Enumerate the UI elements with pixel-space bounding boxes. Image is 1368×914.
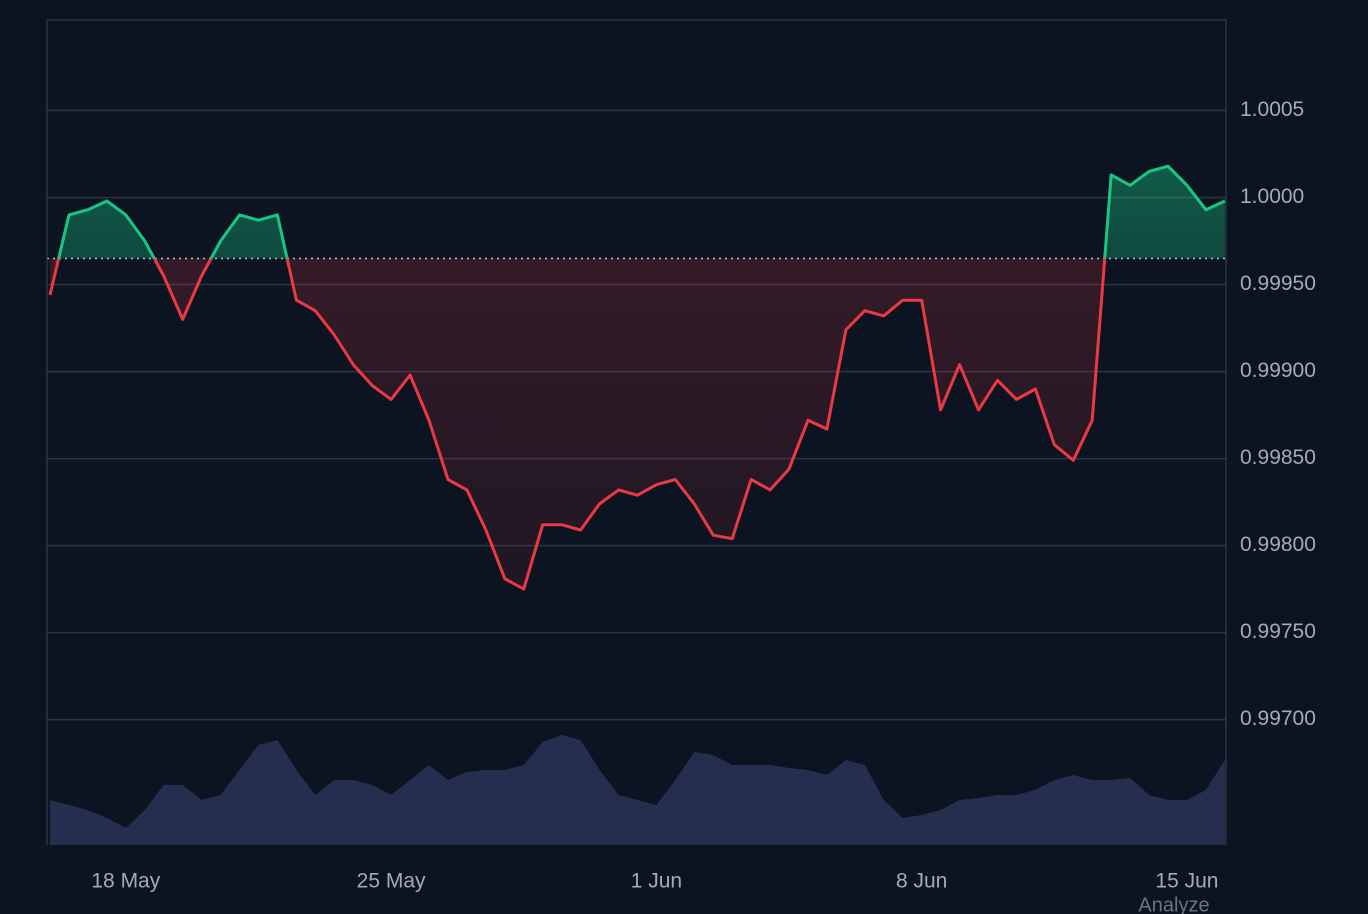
y-tick-label: 0.99700 xyxy=(1240,707,1316,730)
x-tick-label: 25 May xyxy=(357,870,426,893)
y-tick-label: 0.99950 xyxy=(1240,272,1316,295)
x-tick-label: 1 Jun xyxy=(631,870,682,893)
y-tick-label: 0.99850 xyxy=(1240,446,1316,469)
x-tick-label: 15 Jun xyxy=(1155,870,1218,893)
x-tick-label: 18 May xyxy=(91,870,160,893)
y-tick-label: 0.99800 xyxy=(1240,533,1316,556)
x-tick-label: 8 Jun xyxy=(896,870,947,893)
volume-area xyxy=(50,735,1225,845)
y-tick-label: 1.0000 xyxy=(1240,185,1304,208)
price-line xyxy=(48,164,1226,591)
price-area xyxy=(50,166,1225,590)
y-tick-label: 0.99900 xyxy=(1240,359,1316,382)
y-tick-label: 0.99750 xyxy=(1240,620,1316,643)
y-tick-label: 1.0005 xyxy=(1240,98,1304,121)
analyze-link[interactable]: Analyze xyxy=(1138,894,1209,914)
